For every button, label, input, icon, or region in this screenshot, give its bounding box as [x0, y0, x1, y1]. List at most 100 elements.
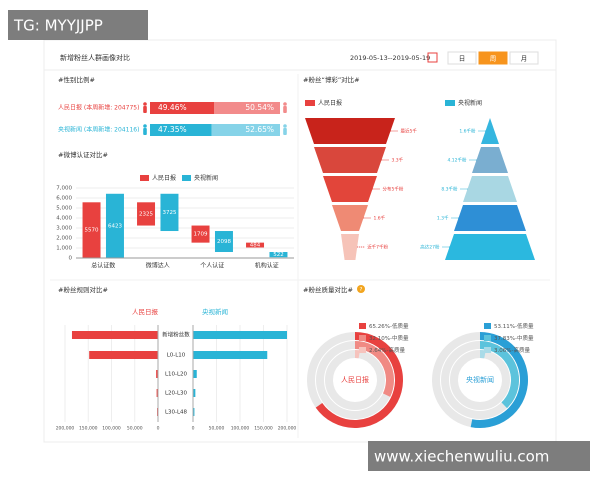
- period-button[interactable]: [447, 51, 477, 65]
- bar-segment: [214, 102, 280, 114]
- bar: [156, 370, 158, 378]
- ring-arc: [470, 332, 528, 428]
- bar: [160, 193, 179, 232]
- level-label: 高达27粉: [420, 244, 440, 251]
- legend-label: 央视新闻: [458, 99, 482, 107]
- period-label[interactable]: 周: [490, 55, 497, 63]
- bar-label: 47.35%: [158, 125, 187, 134]
- bar: [105, 193, 124, 258]
- legend-label: 3.06%-高质量: [494, 346, 530, 354]
- level-label: 1.6千: [374, 215, 386, 222]
- legend-label: 央视新闻: [194, 174, 218, 182]
- legend-label: 65.26%-低质量: [369, 322, 409, 330]
- calendar-icon[interactable]: [427, 52, 438, 63]
- help-icon[interactable]: [357, 285, 365, 293]
- y-tick-label: 5,000: [56, 206, 72, 212]
- bar: [246, 242, 265, 248]
- x-tick-label: 100,000: [102, 426, 121, 432]
- gender-icon: [143, 124, 147, 128]
- bar-label: 3725: [162, 210, 176, 216]
- legend-swatch: [484, 347, 491, 353]
- x-tick-label: 总认证数: [91, 262, 115, 270]
- legend-swatch: [359, 335, 366, 341]
- x-tick-label: 机构认证: [255, 262, 279, 270]
- legend-swatch: [305, 100, 315, 106]
- side-title: 央视新闻: [202, 307, 228, 316]
- period-button[interactable]: [478, 51, 508, 65]
- gender-icon: [283, 124, 287, 128]
- row-label: 人民日报 (本周新增: 204775): [58, 104, 139, 112]
- legend-label: 人民日报: [318, 99, 342, 107]
- level-label: 分布5千粉: [383, 186, 404, 193]
- bar: [89, 351, 158, 359]
- legend-swatch: [445, 100, 455, 106]
- bar-label: 52.65%: [245, 125, 274, 134]
- watermark: www.xiechenwuliu.com: [374, 448, 549, 466]
- section-title: #性别比例#: [58, 75, 95, 84]
- level-label: 最近5千: [401, 128, 418, 135]
- bar: [193, 389, 196, 397]
- legend-label: 37.83%-中质量: [494, 334, 534, 342]
- funnel-level: [463, 176, 517, 202]
- x-tick-label: 50,000: [209, 426, 225, 432]
- bar-label: 522: [273, 252, 284, 258]
- x-tick-label: 150,000: [79, 426, 98, 432]
- gender-icon: [283, 106, 287, 113]
- period-button[interactable]: [509, 51, 539, 65]
- date-range[interactable]: 2019-05-13--2019-05-19: [350, 54, 430, 62]
- watermark: TG: MYYJJPP: [13, 17, 103, 35]
- bar-segment: [150, 124, 212, 136]
- donut-center-label: 央视新闻: [466, 375, 494, 384]
- gender-icon: [283, 128, 287, 135]
- legend-label: 53.11%-低质量: [494, 322, 534, 330]
- funnel-level: [314, 147, 386, 173]
- legend-swatch: [359, 323, 366, 329]
- x-tick-label: 50,000: [127, 426, 143, 432]
- ring-arc: [315, 332, 403, 428]
- category-label: L30-L48: [165, 410, 188, 416]
- period-label[interactable]: 日: [459, 55, 466, 63]
- ring-arc: [354, 341, 394, 397]
- section-title: #微博认证对比#: [58, 150, 108, 159]
- page-title: 新增粉丝人群画像对比: [60, 53, 130, 62]
- section-title: #粉丝质量对比#: [303, 285, 353, 294]
- bar-label: 49.46%: [158, 103, 187, 112]
- period-label[interactable]: 月: [521, 55, 528, 63]
- side-title: 人民日报: [132, 307, 159, 316]
- level-label: 3.3千: [392, 157, 404, 164]
- section-title: #粉丝“博彩”对比#: [303, 75, 360, 84]
- x-tick-label: 个人认证: [200, 262, 224, 270]
- level-label: 1.3千: [437, 215, 449, 222]
- y-tick-label: 7,000: [56, 186, 72, 192]
- bar: [193, 331, 287, 339]
- bar-label: 2325: [139, 211, 153, 217]
- bar-label: 2098: [217, 239, 231, 245]
- funnel-level: [454, 205, 526, 231]
- gender-icon: [283, 102, 287, 106]
- level-label: 8.3千粉: [441, 186, 458, 193]
- bar-label: 1709: [194, 232, 208, 238]
- bar-label: 50.54%: [245, 103, 274, 112]
- gender-icon: [143, 128, 147, 135]
- x-tick-label: 150,000: [254, 426, 273, 432]
- x-tick-label: 0: [192, 426, 195, 432]
- x-tick-label: 100,000: [231, 426, 250, 432]
- bar: [269, 252, 288, 258]
- legend-label: 32.10%-中质量: [369, 334, 409, 342]
- legend-swatch: [359, 347, 366, 353]
- legend-swatch: [484, 323, 491, 329]
- gender-icon: [143, 106, 147, 113]
- funnel-level: [445, 234, 535, 260]
- legend-swatch: [182, 175, 191, 181]
- funnel-level: [323, 176, 377, 202]
- funnel-level: [305, 118, 395, 144]
- donut-center-label: 人民日报: [341, 375, 369, 384]
- help-icon-mark[interactable]: ?: [360, 287, 363, 293]
- section-title: #粉丝规则对比#: [58, 285, 108, 294]
- x-tick-label: 0: [157, 426, 160, 432]
- bar: [193, 408, 195, 416]
- bar: [137, 202, 156, 226]
- funnel-level: [341, 234, 359, 260]
